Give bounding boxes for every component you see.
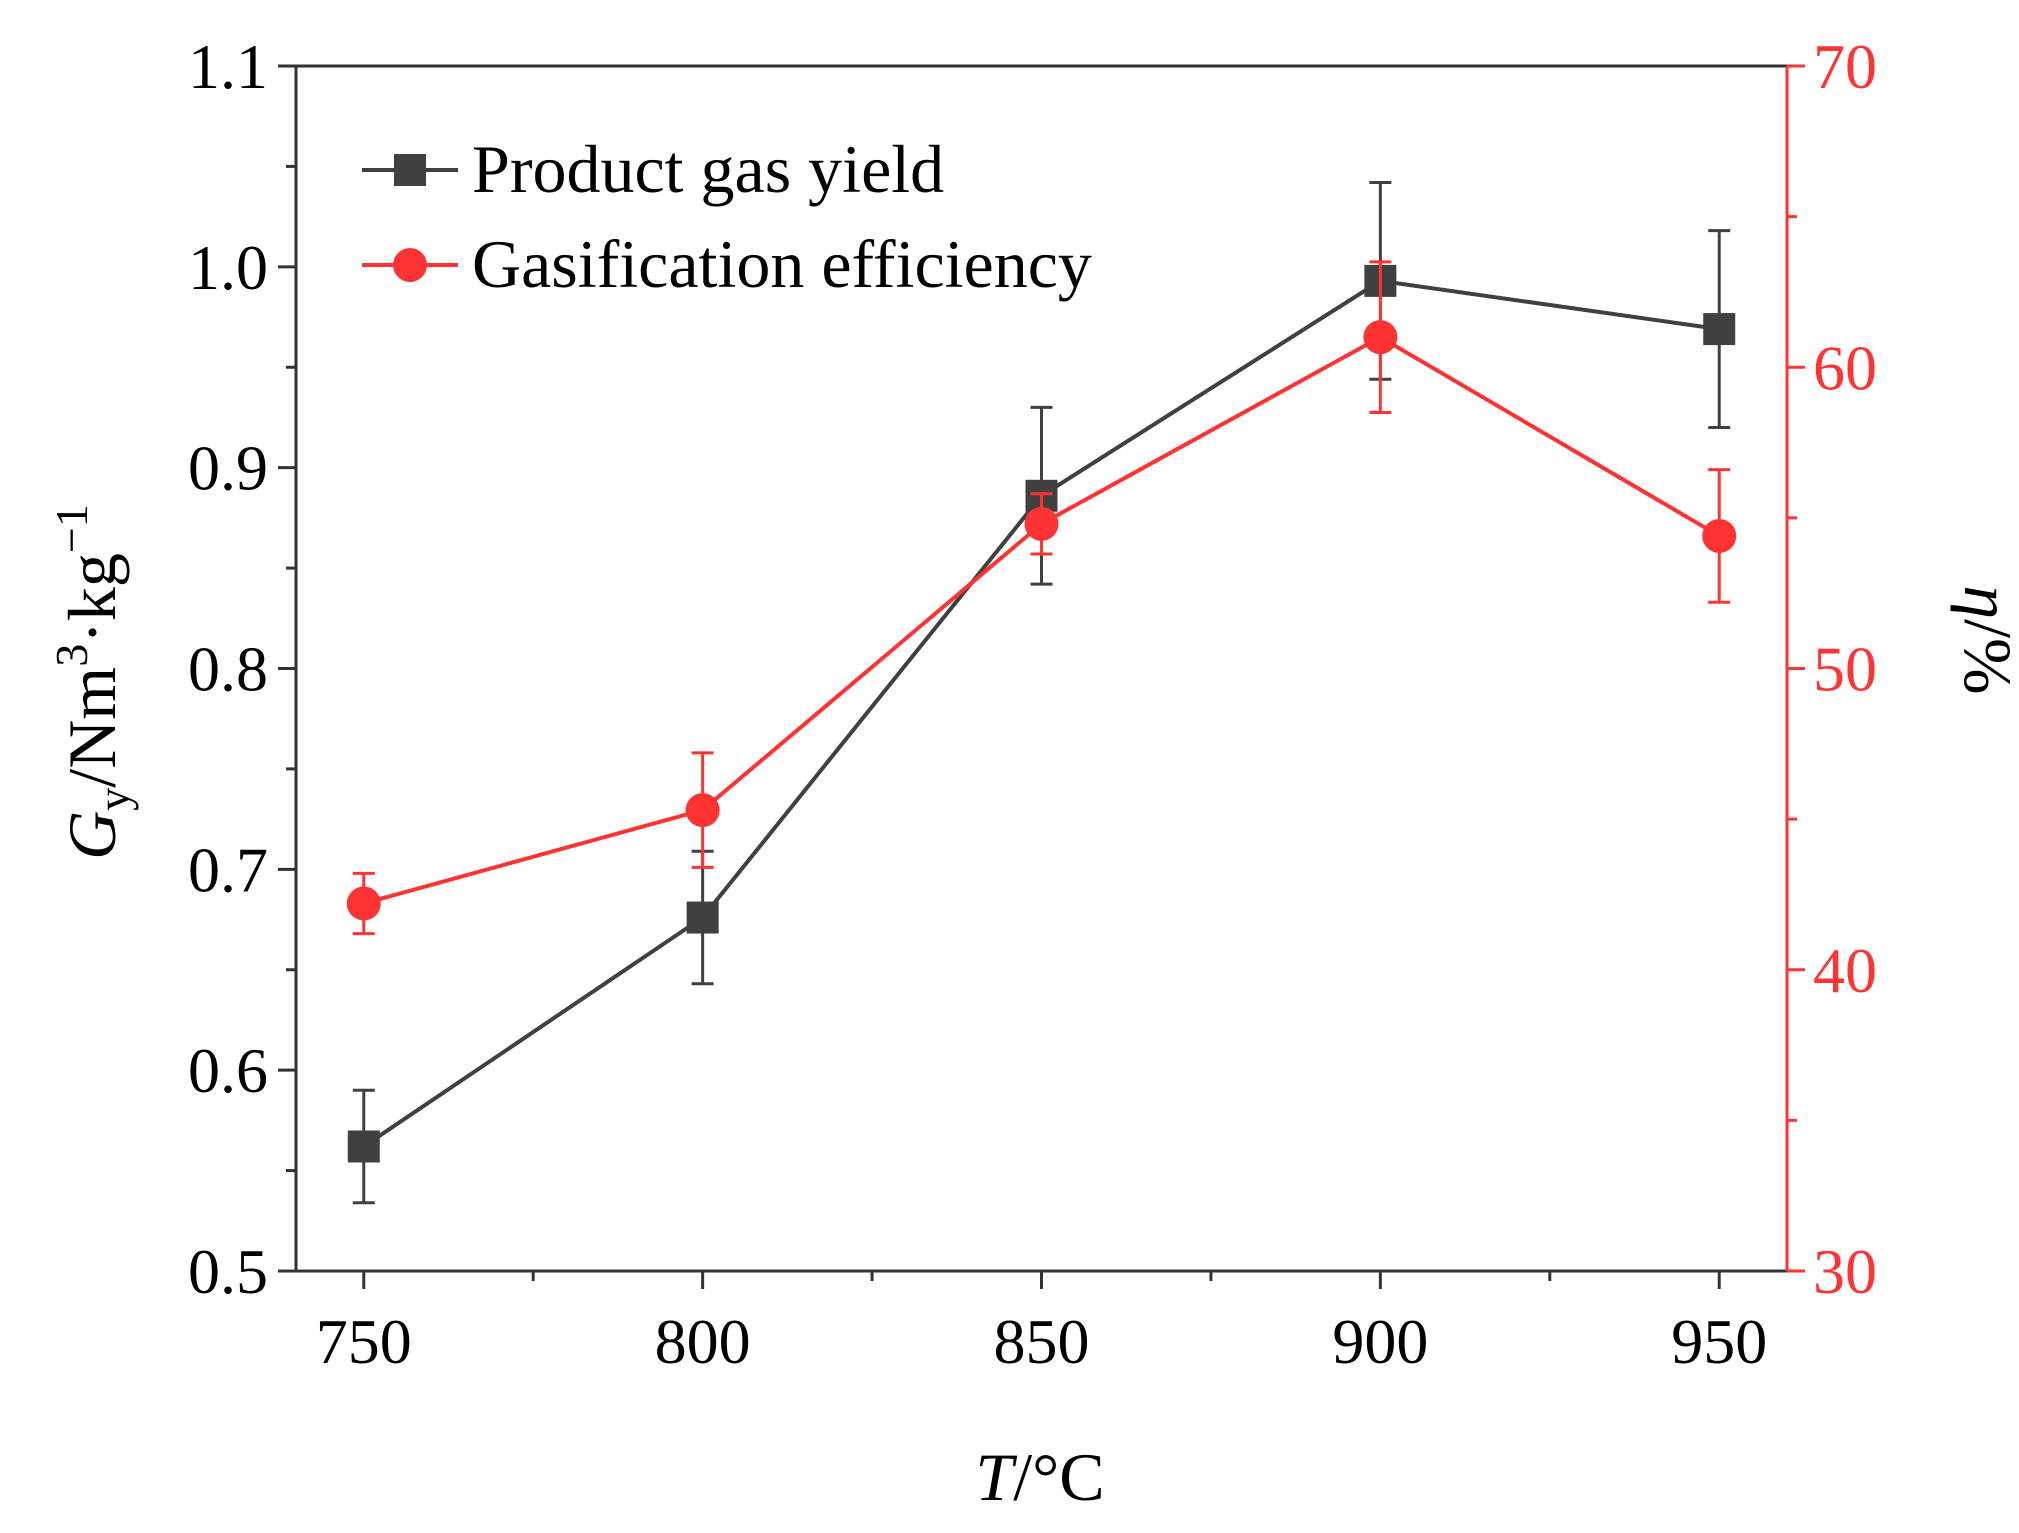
series-efficiency: [346, 260, 1737, 936]
y-left-tick-label: 0.9: [188, 433, 268, 504]
gas-yield-point: [686, 901, 719, 934]
legend-item-efficiency: Gasification efficiency: [362, 226, 1092, 302]
y-left-tick-label: 0.6: [188, 1035, 268, 1106]
y-left-tick-label: 0.7: [188, 834, 268, 905]
y-right-title-unit: /%: [1950, 619, 2019, 695]
x-axis-title-unit: /°C: [1013, 1439, 1104, 1515]
efficiency-point: [1363, 320, 1398, 355]
efficiency-point: [685, 793, 720, 828]
x-tick-label: 800: [655, 1306, 751, 1377]
efficiency-point: [1702, 518, 1737, 553]
y-right-tick-label: 30: [1813, 1236, 1877, 1307]
y-axis-left-title: Gy/Nm3·kg−1: [46, 504, 139, 860]
y-right-tick-label: 50: [1813, 634, 1877, 705]
y-axis-left: 0.5 0.6 0.7 0.8 0.9 1.0 1.1: [188, 31, 296, 1307]
y-left-title-symbol: G: [54, 811, 130, 860]
y-right-tick-label: 40: [1813, 935, 1877, 1006]
y-axis-right: 30 40 50 60 70: [1787, 31, 1877, 1307]
y-left-tick-label: 0.8: [188, 634, 268, 705]
y-left-tick-label: 0.5: [188, 1236, 268, 1307]
x-tick-label: 950: [1671, 1306, 1767, 1377]
x-tick-label: 750: [316, 1306, 412, 1377]
x-axis-title-symbol: T: [975, 1439, 1017, 1515]
legend-label: Gasification efficiency: [472, 226, 1092, 302]
y-left-title-unit: /Nm: [54, 667, 130, 788]
y-left-tick-label: 1.1: [188, 31, 268, 102]
y-right-tick-label: 60: [1813, 332, 1877, 403]
x-axis-title: T/°C: [975, 1439, 1104, 1515]
y-axis-right-title: η/%: [1950, 585, 2019, 694]
y-left-title-sup2: −1: [46, 504, 97, 553]
x-tick-label: 850: [994, 1306, 1090, 1377]
legend-label: Product gas yield: [472, 131, 944, 207]
x-axis: 750 800 850 900 950: [316, 1271, 1767, 1377]
y-right-title-symbol: η: [1950, 585, 2019, 619]
legend-marker: [394, 154, 426, 186]
legend-item-gas-yield: Product gas yield: [362, 131, 944, 207]
y-left-title-unit2: ·kg: [54, 553, 130, 644]
legend: Product gas yield Gasification efficiency: [362, 131, 1092, 302]
y-left-title-sup1: 3: [46, 644, 97, 667]
series: [346, 180, 1737, 1205]
y-left-title-sub: y: [88, 788, 139, 811]
series-gas-yield: [347, 180, 1736, 1205]
y-left-tick-label: 1.0: [188, 232, 268, 303]
legend-marker: [393, 248, 427, 282]
gas-yield-point: [347, 1130, 380, 1163]
efficiency-point: [1024, 506, 1059, 541]
x-tick-label: 900: [1332, 1306, 1428, 1377]
efficiency-point: [346, 886, 381, 921]
gas-yield-point: [1703, 313, 1736, 346]
y-right-tick-label: 70: [1813, 31, 1877, 102]
